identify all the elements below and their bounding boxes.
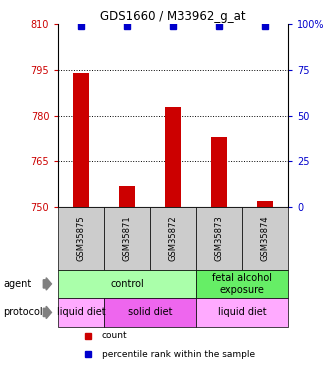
- Bar: [58, 298, 104, 327]
- Bar: [104, 298, 196, 327]
- Bar: [119, 186, 135, 207]
- Text: GSM35875: GSM35875: [77, 216, 86, 261]
- Title: GDS1660 / M33962_g_at: GDS1660 / M33962_g_at: [100, 10, 246, 23]
- Text: percentile rank within the sample: percentile rank within the sample: [102, 350, 255, 359]
- Bar: [73, 73, 89, 207]
- Bar: [196, 298, 288, 327]
- Bar: [150, 207, 196, 270]
- Text: protocol: protocol: [3, 308, 43, 317]
- Text: agent: agent: [3, 279, 32, 289]
- Bar: [196, 270, 288, 298]
- Text: control: control: [110, 279, 144, 289]
- Text: solid diet: solid diet: [128, 308, 172, 317]
- Text: liquid diet: liquid diet: [57, 308, 106, 317]
- Text: GSM35871: GSM35871: [123, 216, 132, 261]
- Bar: [211, 137, 227, 207]
- Text: GSM35873: GSM35873: [214, 215, 224, 261]
- Bar: [257, 201, 273, 207]
- Bar: [165, 106, 181, 207]
- Bar: [242, 207, 288, 270]
- Bar: [196, 207, 242, 270]
- Text: fetal alcohol
exposure: fetal alcohol exposure: [212, 273, 272, 295]
- Text: liquid diet: liquid diet: [218, 308, 266, 317]
- Bar: [58, 270, 196, 298]
- Text: GSM35872: GSM35872: [168, 216, 178, 261]
- Bar: [58, 207, 104, 270]
- Text: count: count: [102, 332, 128, 340]
- Text: GSM35874: GSM35874: [260, 216, 270, 261]
- Bar: [104, 207, 150, 270]
